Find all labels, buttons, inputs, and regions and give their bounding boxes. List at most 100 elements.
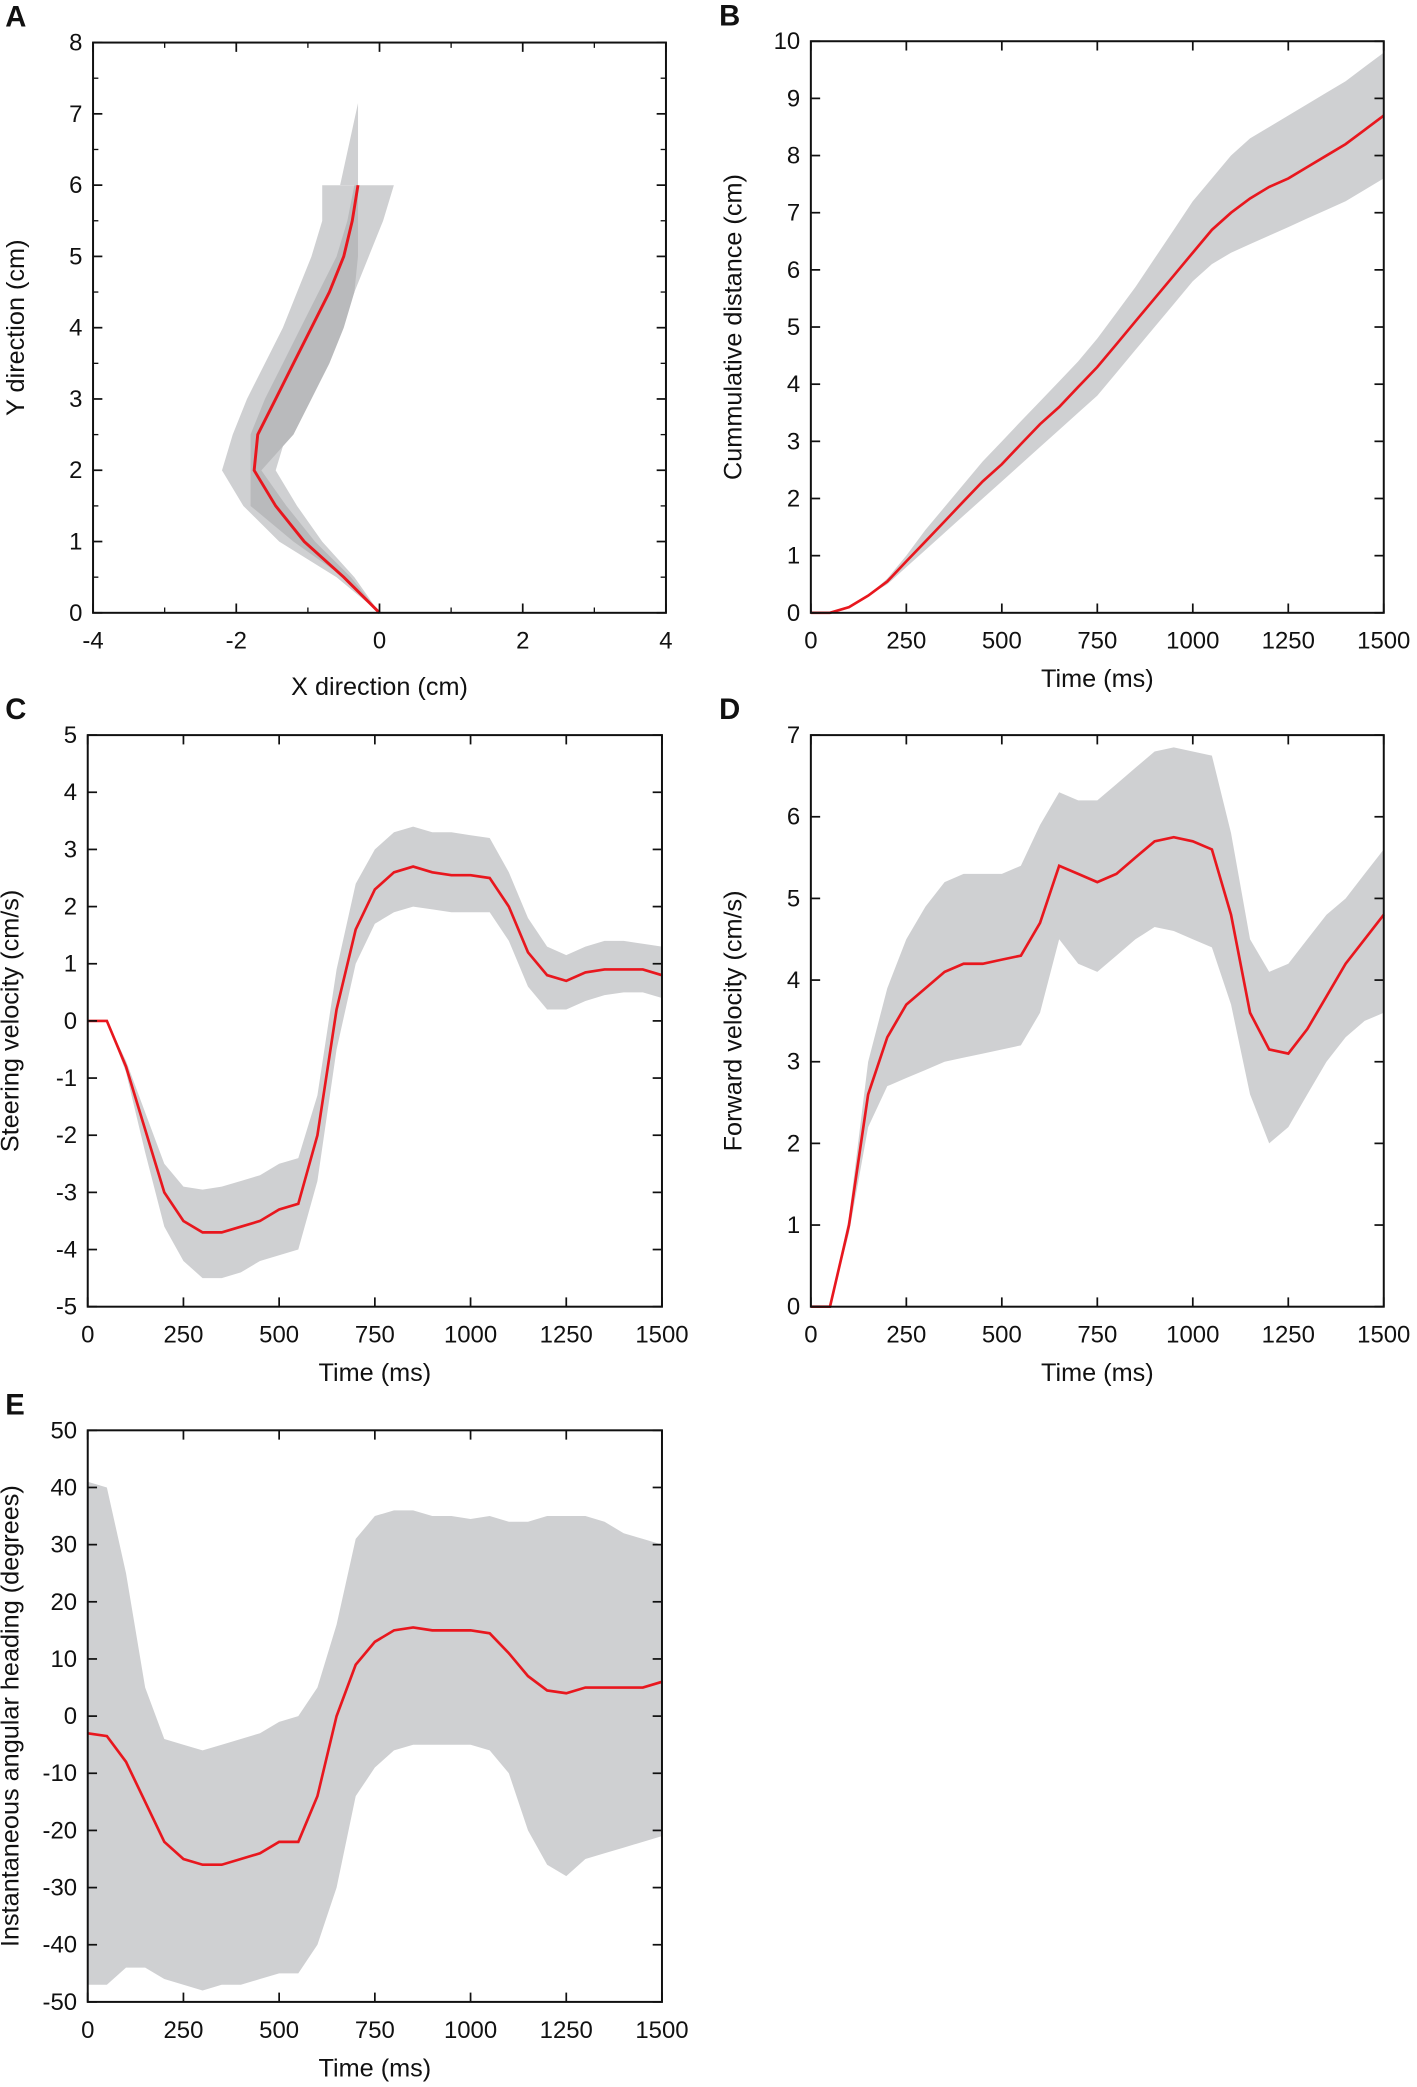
y-tick-label: 6 [787, 804, 800, 831]
inner-band [250, 185, 380, 613]
y-tick-label: 20 [51, 1589, 78, 1616]
x-axis-label: Time (ms) [1041, 1359, 1154, 1387]
y-tick-label: 4 [787, 371, 800, 398]
x-tick-label: 750 [355, 2017, 395, 2044]
y-tick-label: 30 [51, 1532, 78, 1559]
y-tick-label: 1 [69, 529, 82, 556]
x-tick-label: 500 [259, 1322, 299, 1349]
y-tick-label: 2 [64, 894, 77, 921]
sd-band [810, 747, 1384, 1307]
panel-label: D [719, 694, 740, 726]
y-tick-label: -5 [56, 1294, 77, 1321]
x-tick-label: 4 [659, 628, 672, 655]
y-tick-label: 5 [69, 243, 82, 270]
x-tick-label: 1500 [635, 1322, 688, 1349]
y-tick-label: 4 [64, 779, 77, 806]
y-tick-label: 1 [787, 543, 800, 570]
x-tick-label: 1000 [444, 1322, 497, 1349]
y-tick-label: 1 [64, 951, 77, 978]
panel-label: A [5, 2, 26, 34]
y-tick-label: 10 [51, 1646, 78, 1673]
x-tick-label: 1000 [444, 2017, 497, 2044]
panel-label: C [5, 694, 26, 726]
x-axis-label: Time (ms) [1041, 665, 1154, 693]
y-tick-label: -1 [56, 1065, 77, 1092]
plot-frame [92, 41, 667, 614]
y-axis-label: Forward velocity (cm/s) [720, 890, 748, 1151]
x-tick-label: 0 [804, 1322, 817, 1349]
y-tick-label: 6 [787, 257, 800, 284]
x-tick-label: 1250 [540, 1322, 593, 1349]
sd-band [87, 826, 662, 1279]
panel-c: 0 250 500 750 1000 1250 1500 -5 -4 -3 -2 -1 0 1 2 3 4 5 Ti… [0, 694, 689, 1387]
x-tick-label: 500 [982, 1322, 1022, 1349]
mean-line [87, 865, 663, 1234]
y-tick-label: 3 [69, 386, 82, 413]
y-tick-label: -30 [43, 1875, 78, 1902]
y-tick-label: 1 [787, 1212, 800, 1239]
y-tick-label: 0 [64, 1008, 77, 1035]
y-tick-label: 0 [69, 600, 82, 627]
y-tick-label: 8 [69, 30, 82, 57]
y-tick-label: 4 [69, 315, 82, 342]
y-tick-label: 2 [787, 485, 800, 512]
x-tick-label: 750 [355, 1322, 395, 1349]
y-tick-label: 6 [69, 172, 82, 199]
y-tick-label: 5 [64, 722, 77, 749]
mean-line [87, 1626, 663, 1867]
y-tick-label: 2 [787, 1130, 800, 1157]
x-tick-label: 750 [1077, 628, 1117, 655]
y-axis-label: Steering velocity (cm/s) [0, 890, 25, 1152]
y-tick-label: 3 [787, 1049, 800, 1076]
x-tick-label: 1500 [1357, 1322, 1410, 1349]
x-tick-label: 1250 [1262, 1322, 1315, 1349]
x-tick-label: 1500 [1357, 628, 1410, 655]
y-tick-label: -10 [43, 1760, 78, 1787]
y-tick-label: 3 [64, 836, 77, 863]
band-spike [340, 103, 359, 186]
y-tick-label: 9 [787, 85, 800, 112]
mean-trajectory-line [252, 184, 381, 614]
x-tick-label: 1250 [540, 2017, 593, 2044]
sd-band [810, 52, 1384, 613]
y-tick-label: 7 [69, 101, 82, 128]
x-tick-label: 0 [373, 628, 386, 655]
y-tick-label: 7 [787, 200, 800, 227]
y-tick-label: 10 [774, 28, 801, 55]
y-tick-label: 0 [787, 600, 800, 627]
mean-line [810, 835, 1385, 1309]
y-tick-label: 7 [787, 722, 800, 749]
x-tick-label: 0 [81, 2017, 94, 2044]
y-axis-label: Cummulative distance (cm) [720, 174, 748, 480]
y-tick-label: -50 [43, 1989, 78, 2016]
y-tick-label: 8 [787, 143, 800, 170]
y-tick-label: 40 [51, 1474, 78, 1501]
y-tick-label: -2 [56, 1122, 77, 1149]
x-tick-label: 2 [516, 628, 529, 655]
x-tick-label: 250 [163, 2017, 203, 2044]
x-tick-label: 0 [804, 628, 817, 655]
panel-label: B [719, 0, 740, 32]
x-tick-label: 250 [886, 628, 926, 655]
mean-line [810, 114, 1385, 615]
y-tick-label: -40 [43, 1932, 78, 1959]
x-tick-label: 0 [81, 1322, 94, 1349]
y-tick-label: -3 [56, 1179, 77, 1206]
panel-a: -4 -2 0 2 4 0 1 2 3 4 5 6 7 8 X direction (cm) Y direct… [2, 2, 673, 702]
sd-band [87, 1481, 662, 1991]
x-axis-label: X direction (cm) [291, 673, 468, 701]
x-tick-label: 250 [163, 1322, 203, 1349]
x-tick-label: 1000 [1166, 1322, 1219, 1349]
x-tick-label: -4 [82, 628, 103, 655]
x-tick-label: 1000 [1166, 628, 1219, 655]
x-axis-label: Time (ms) [319, 1359, 432, 1387]
y-tick-label: 0 [787, 1294, 800, 1321]
x-tick-label: -2 [226, 628, 247, 655]
y-tick-label: 0 [64, 1703, 77, 1730]
x-tick-label: 250 [886, 1322, 926, 1349]
panel-label: E [5, 1389, 25, 1421]
y-tick-label: 2 [69, 457, 82, 484]
x-tick-label: 750 [1077, 1322, 1117, 1349]
panel-d: 0 250 500 750 1000 1250 1500 0 1 2 3 4 5 6 7 Time (ms) F… [719, 694, 1410, 1387]
